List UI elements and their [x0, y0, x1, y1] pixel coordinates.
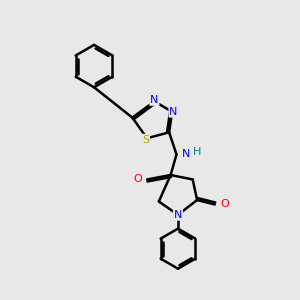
Text: N: N — [182, 149, 190, 159]
Text: N: N — [174, 210, 182, 220]
Text: S: S — [142, 135, 149, 145]
Text: O: O — [133, 174, 142, 184]
Text: N: N — [169, 107, 178, 117]
Text: N: N — [150, 95, 159, 105]
Text: H: H — [193, 147, 201, 157]
Text: O: O — [220, 200, 229, 209]
